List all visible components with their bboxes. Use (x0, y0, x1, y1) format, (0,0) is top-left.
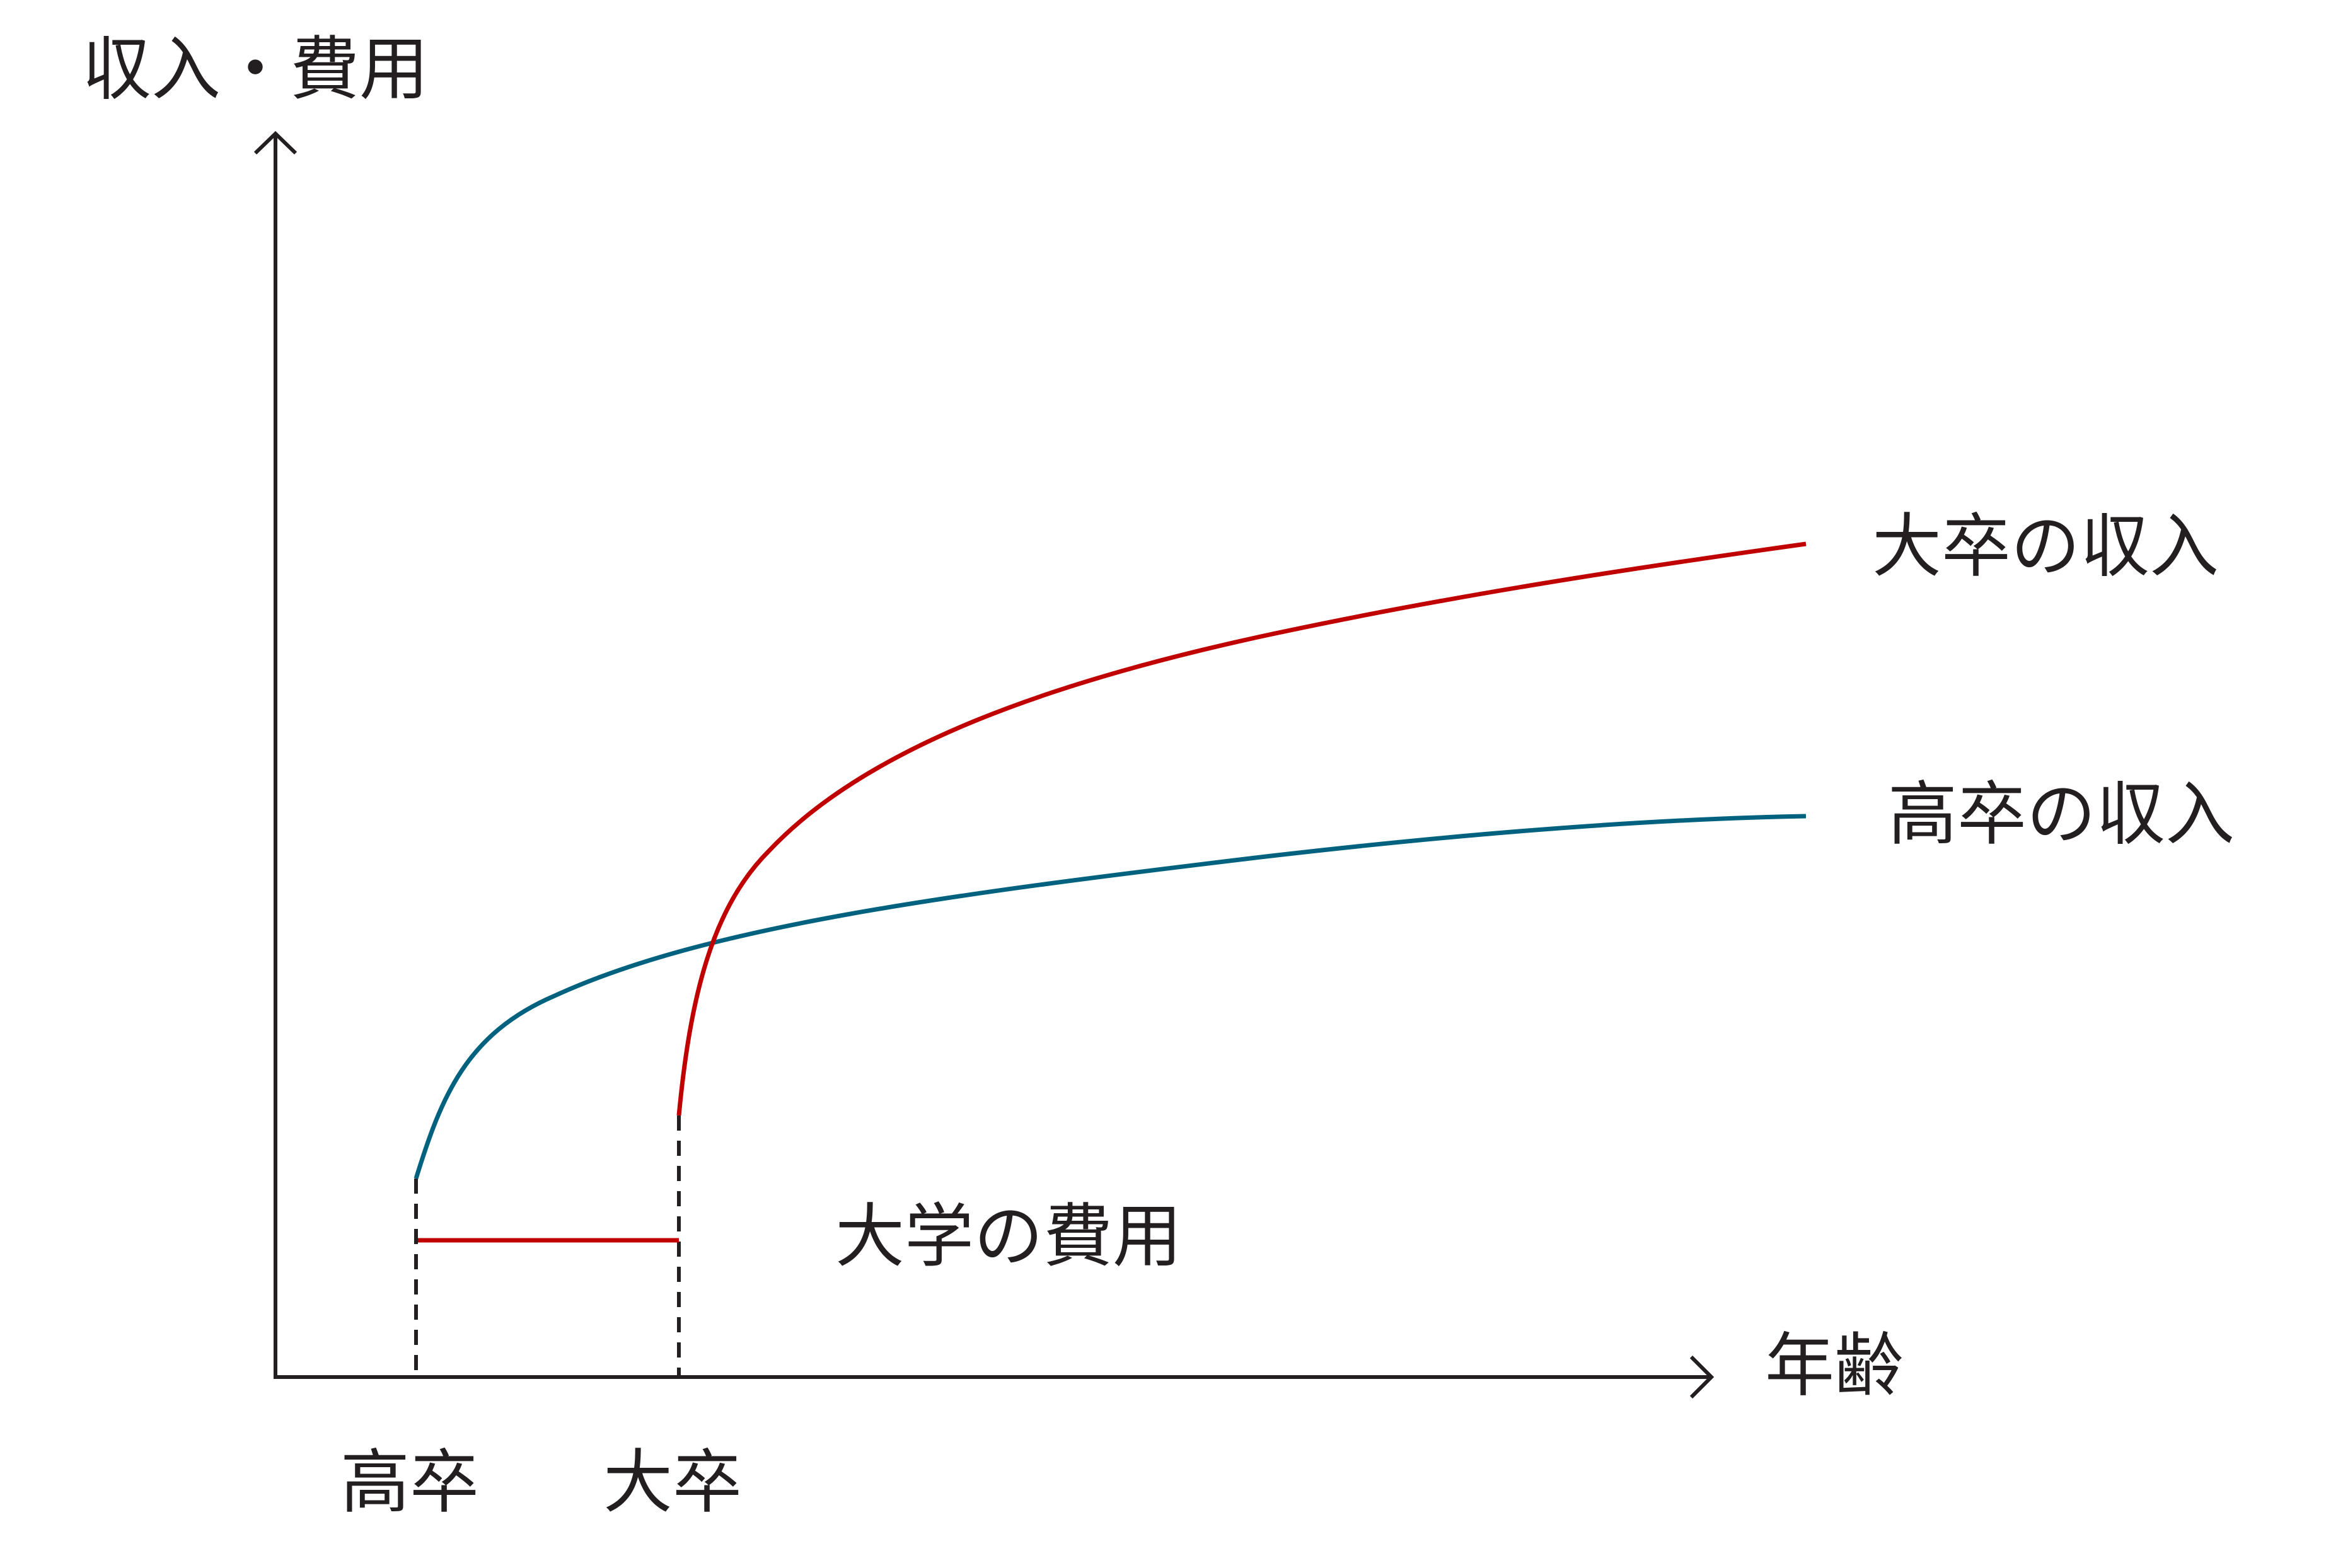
x-axis-label: 年齢 (1765, 1325, 1904, 1406)
x-tick-college: 大卒 (603, 1442, 742, 1523)
highschool-income-label: 高卒の収入 (1888, 774, 2235, 855)
x-axis-arrowhead (1689, 1355, 1715, 1399)
y-axis-arrowhead (253, 130, 298, 155)
college-cost-label: 大学の費用 (835, 1196, 1182, 1277)
college-income-label: 大卒の収入 (1872, 506, 2219, 587)
college-income-curve (676, 541, 1807, 1116)
y-axis-label: 収入・費用 (82, 29, 429, 110)
highschool-income-curve (414, 814, 1807, 1180)
x-tick-highschool: 高卒 (340, 1442, 479, 1523)
